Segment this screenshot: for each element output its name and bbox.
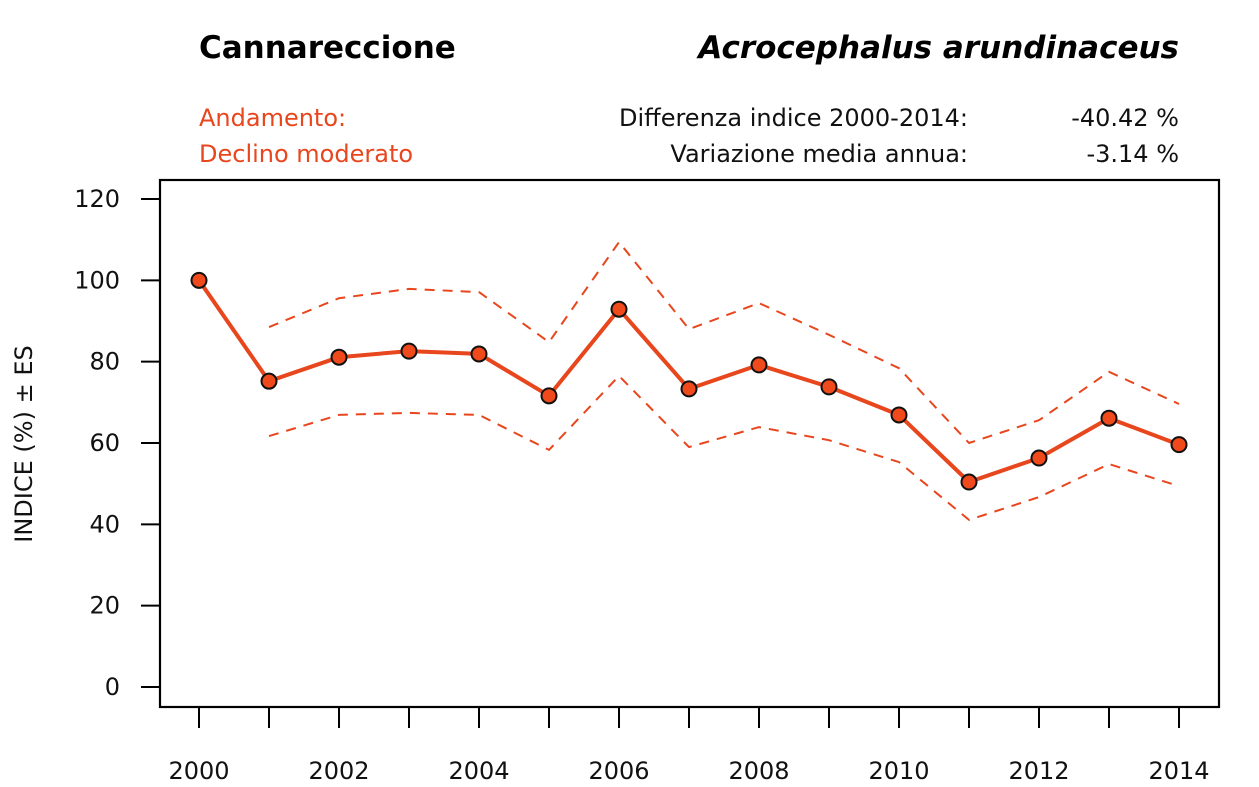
x-tick-label: 2004 [448,757,509,785]
index-point [260,372,278,390]
stat-label-index-difference: Differenza indice 2000-2014: [619,104,968,132]
y-tick-label: 80 [89,348,120,376]
stat-value-annual-variation: -3.14 % [1086,140,1179,168]
index-point [680,380,698,398]
index-point [610,300,628,318]
y-tick-label: 120 [74,185,120,213]
index-point [1100,409,1118,427]
y-tick-label: 40 [89,510,120,538]
y-tick-label: 0 [105,673,120,701]
trend-block: Andamento: Declino moderato [199,100,413,172]
index-point [820,378,838,396]
plot-frame [158,178,1221,709]
index-point [400,342,418,360]
lower-error-line [268,374,1180,521]
series-layer [190,241,1188,521]
y-tick-label: 100 [74,266,120,294]
x-axis: 2000 2002 2004 2006 2008 2010 2012 2014 [168,707,1210,785]
x-tick-label: 2008 [728,757,789,785]
upper-error-line [268,241,1180,444]
stats-values: -40.42 % -3.14 % [1071,100,1179,172]
index-point [750,356,768,374]
trend-label: Andamento: [199,104,347,132]
x-tick-label: 2014 [1148,757,1209,785]
y-tick-label: 20 [89,592,120,620]
y-tick-label: 60 [89,429,120,457]
index-point [190,271,208,289]
index-point [960,473,978,491]
y-axis-title: INDICE (%) ± ES [10,345,38,542]
x-tick-label: 2002 [308,757,369,785]
y-axis: 0 20 40 60 80 100 120 [74,185,160,701]
x-tick-label: 2010 [868,757,929,785]
index-point [540,387,558,405]
index-point [330,348,348,366]
stat-label-annual-variation: Variazione media annua: [670,140,968,168]
stat-value-index-difference: -40.42 % [1071,104,1179,132]
species-scientific-name: Acrocephalus arundinaceus [698,30,1179,66]
x-tick-label: 2000 [168,757,229,785]
x-tick-label: 2006 [588,757,649,785]
index-point [1030,449,1048,467]
x-tick-label: 2012 [1008,757,1069,785]
index-point [890,406,908,424]
trend-value: Declino moderato [199,140,414,168]
index-point [470,345,488,363]
index-point [1170,436,1188,454]
species-common-name: Cannareccione [199,30,456,66]
stats-labels: Differenza indice 2000-2014: Variazione … [619,100,968,172]
